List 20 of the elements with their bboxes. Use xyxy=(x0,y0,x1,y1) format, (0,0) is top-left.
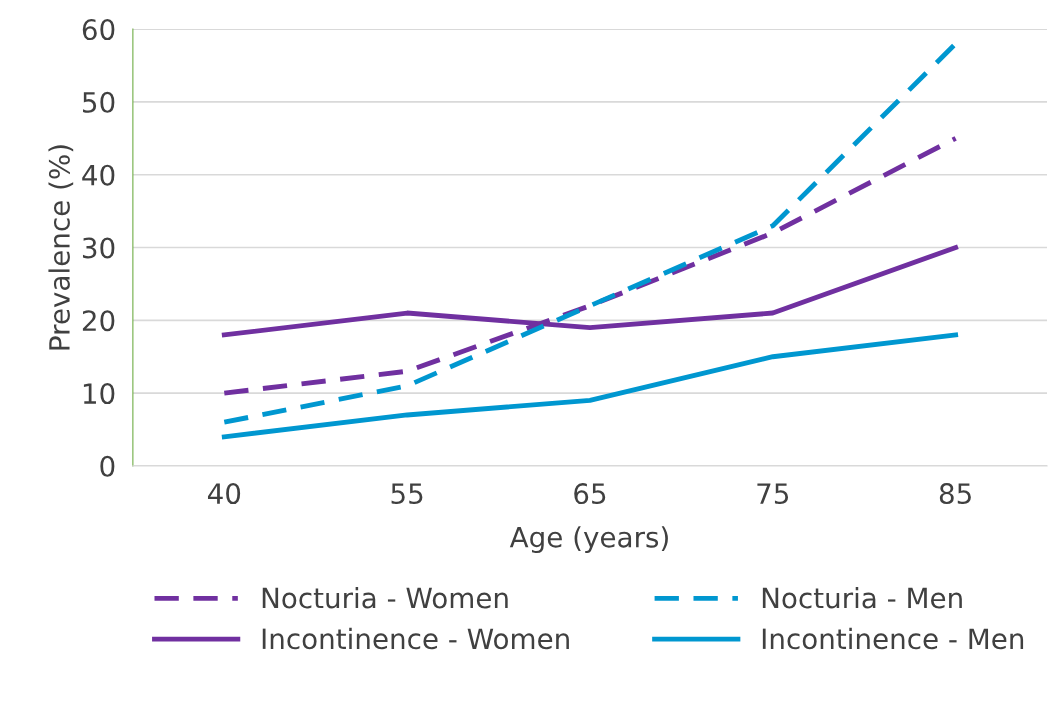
x-tick-label: 55 xyxy=(391,483,423,505)
y-tick-label: 30 xyxy=(82,237,115,259)
x-axis-title: Age (years) xyxy=(509,526,668,554)
y-tick-label: 20 xyxy=(82,310,115,332)
y-tick-label: 40 xyxy=(82,164,115,186)
y-tick-label: 50 xyxy=(83,91,115,113)
line-series xyxy=(221,135,959,396)
legend-label: Nocturia - Men xyxy=(762,587,962,609)
x-tick-label: 40 xyxy=(207,483,241,505)
legend-label: Incontinence - Women xyxy=(262,627,569,650)
y-tick-label: 0 xyxy=(100,455,115,477)
line-series xyxy=(221,332,959,440)
legend-label: Incontinence - Men xyxy=(762,627,1024,650)
x-tick-label: 75 xyxy=(757,483,789,505)
y-tick-label: 60 xyxy=(82,19,115,41)
y-axis-title: Prevalence (%) xyxy=(48,145,74,350)
x-tick-label: 65 xyxy=(574,483,606,505)
y-tick-label: 10 xyxy=(83,383,115,405)
legend-label: Nocturia - Women xyxy=(262,587,508,609)
x-tick-label: 85 xyxy=(939,483,971,505)
